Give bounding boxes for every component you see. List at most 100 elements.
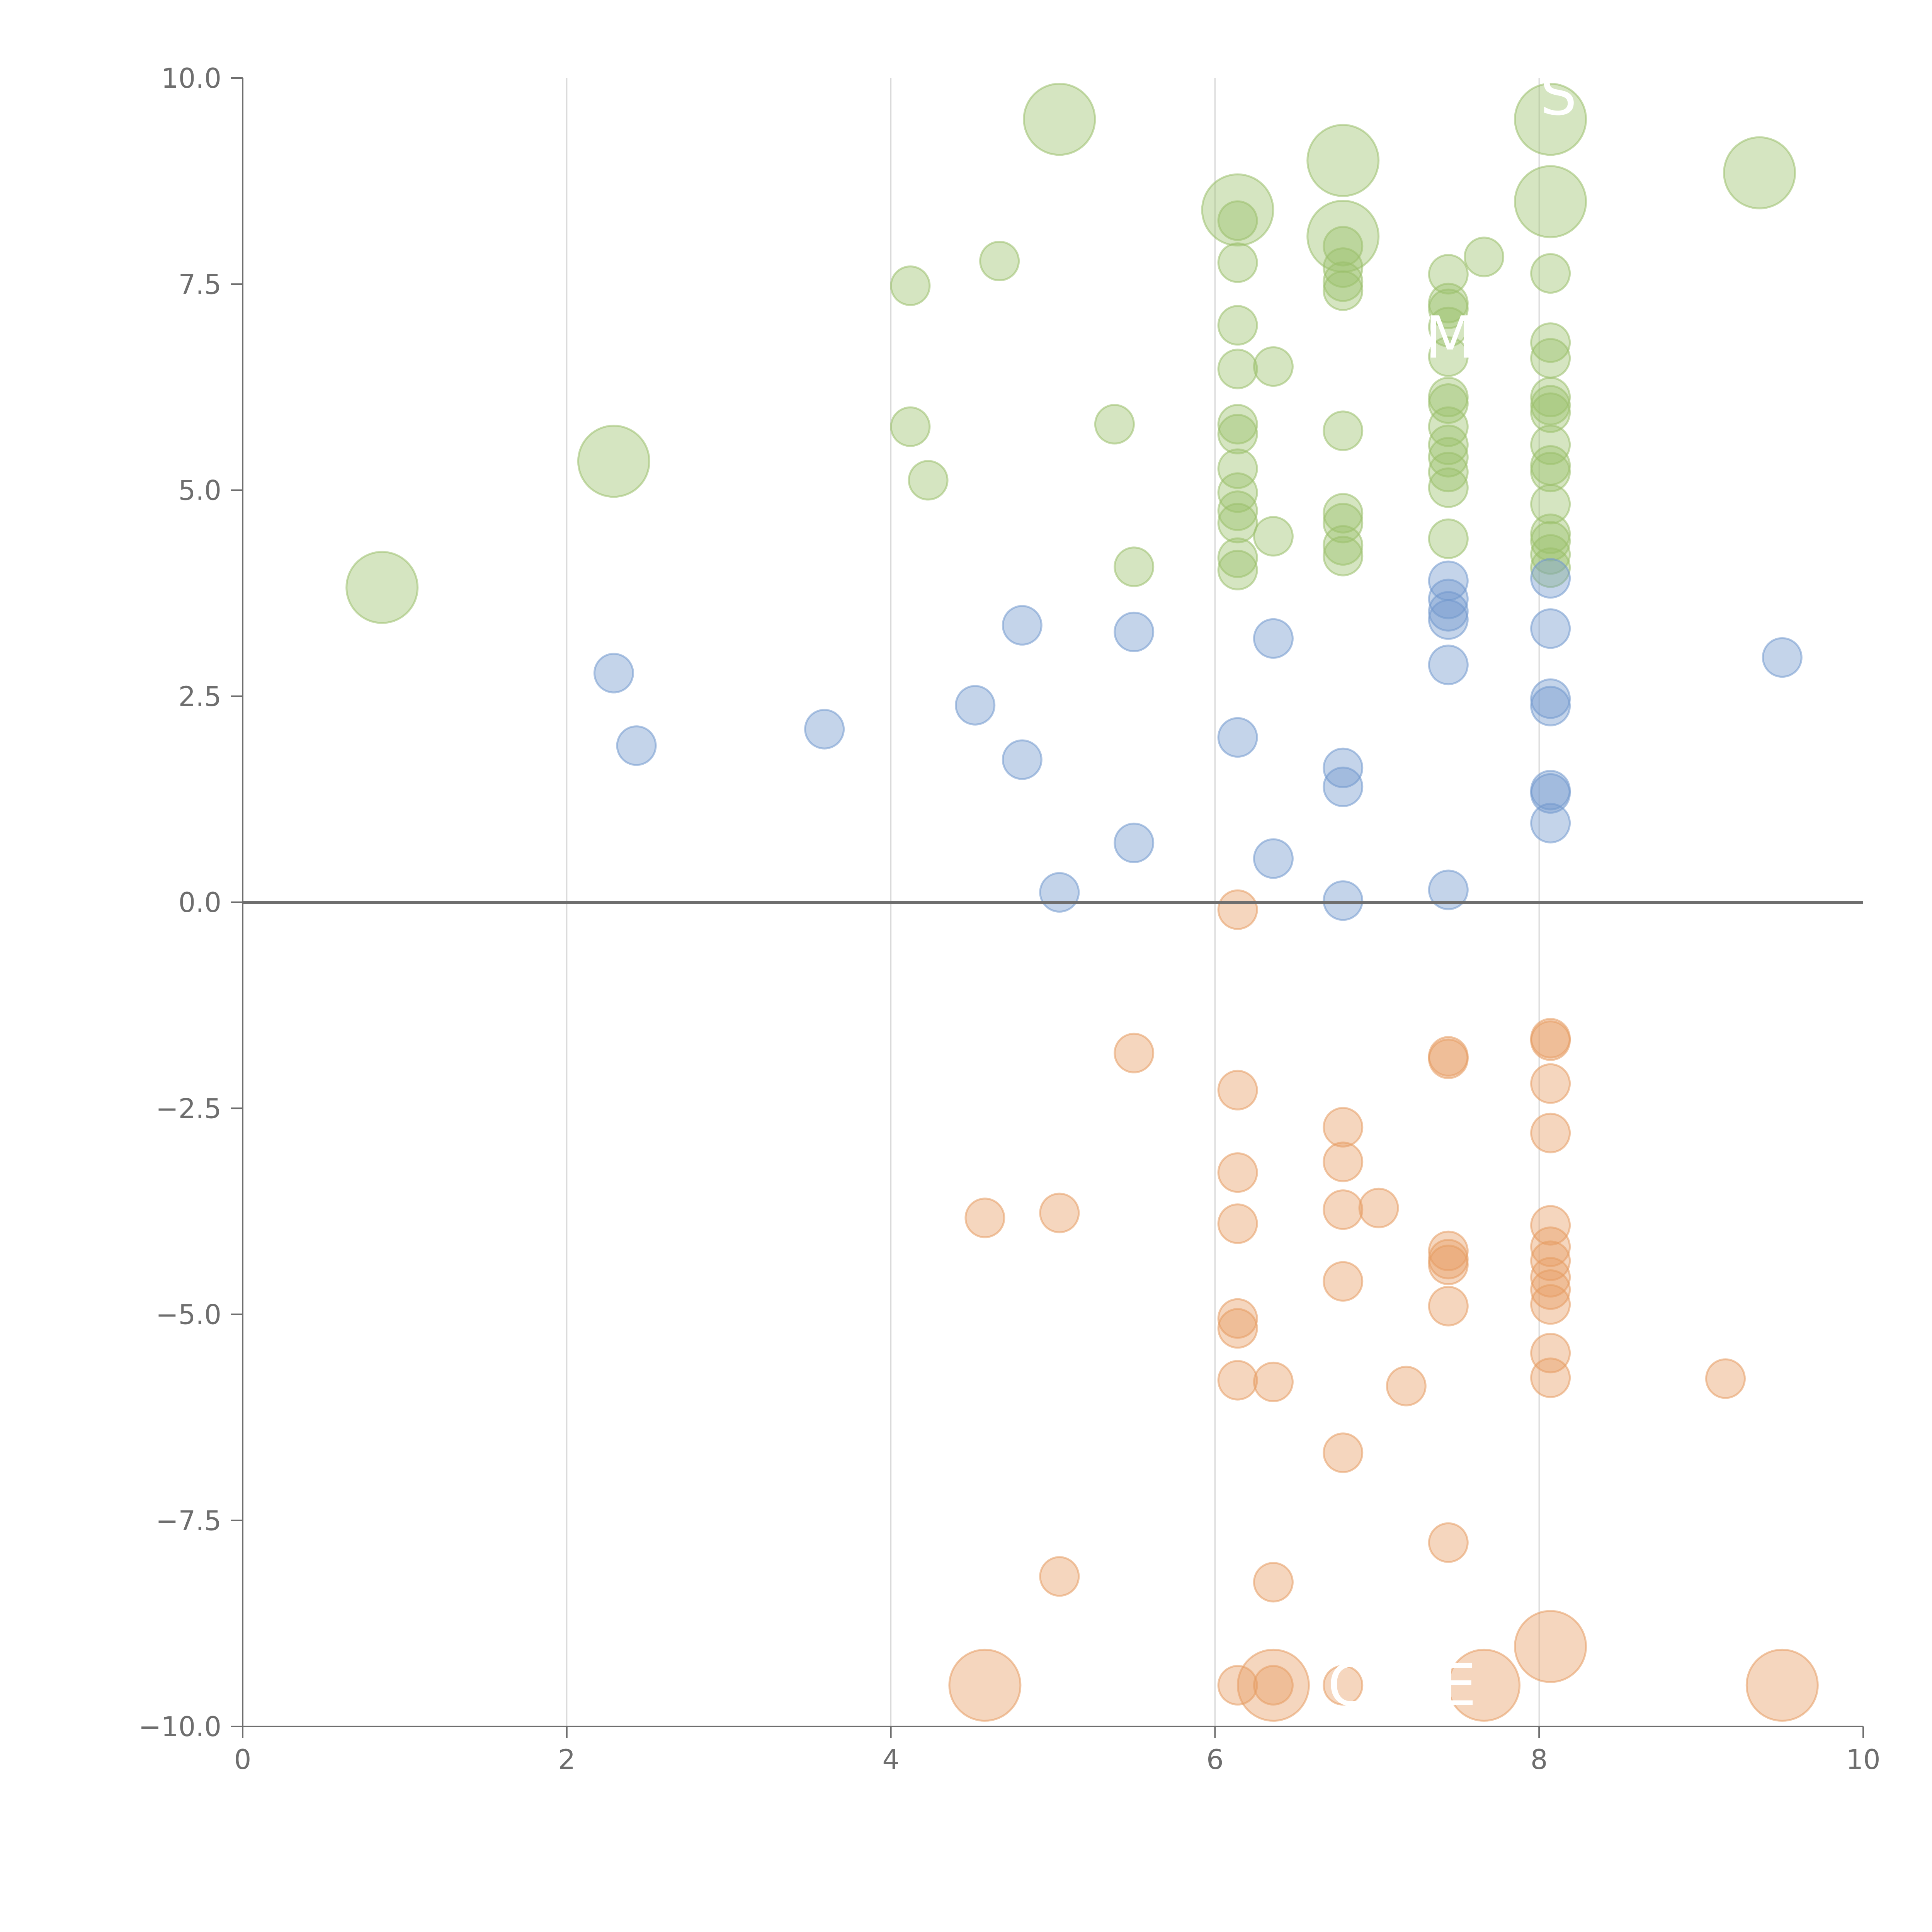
- point-green-22: [1217, 448, 1258, 489]
- point-blue-0: [593, 653, 634, 694]
- y-tick-label: 5.0: [179, 475, 221, 507]
- point-green-51: [1464, 236, 1505, 277]
- point-orange-4: [1745, 1648, 1819, 1722]
- point-green-37: [1323, 536, 1364, 577]
- point-blue-16: [1428, 578, 1469, 619]
- point-orange-38: [1530, 1112, 1571, 1153]
- point-orange-2: [1447, 1648, 1521, 1722]
- point-orange-5: [964, 1197, 1005, 1238]
- point-green-36: [1323, 525, 1364, 566]
- point-blue-1: [616, 725, 657, 766]
- point-orange-45: [1530, 1333, 1571, 1374]
- point-orange-6: [1039, 1192, 1080, 1233]
- point-green-19: [1253, 346, 1294, 387]
- point-green-14: [1114, 546, 1155, 587]
- point-green-53: [1530, 322, 1571, 363]
- point-orange-1: [1236, 1648, 1310, 1722]
- point-green-23: [1217, 472, 1258, 513]
- point-blue-24: [1530, 685, 1571, 726]
- point-green-8: [1723, 136, 1796, 209]
- x-tick-label: 0: [234, 1744, 252, 1776]
- overlay-label-S: S: [1540, 61, 1577, 128]
- point-green-38: [1428, 254, 1469, 295]
- point-orange-43: [1530, 1269, 1571, 1310]
- point-orange-10: [1217, 1070, 1258, 1111]
- point-orange-29: [1428, 1038, 1469, 1079]
- point-blue-10: [1253, 618, 1294, 659]
- point-green-45: [1428, 406, 1469, 447]
- point-blue-9: [1217, 717, 1258, 758]
- point-green-15: [1217, 200, 1258, 241]
- point-green-50: [1428, 518, 1469, 559]
- point-orange-9: [1217, 889, 1258, 930]
- point-green-60: [1530, 452, 1571, 493]
- point-blue-20: [1428, 869, 1469, 910]
- overlay-label-E: E: [1440, 1652, 1476, 1719]
- point-orange-34: [1428, 1522, 1469, 1563]
- point-green-47: [1428, 437, 1469, 478]
- point-orange-11: [1217, 1152, 1258, 1193]
- tick-labels: 0 2 4 6 8 10 10.0 7.5 5.0 2.5 0.0 −2.5 −5.0 −7.5 −10.0: [138, 63, 1880, 1776]
- x-tick-label: 8: [1531, 1744, 1548, 1776]
- point-green-20: [1217, 404, 1258, 445]
- point-orange-32: [1428, 1245, 1469, 1285]
- point-green-33: [1323, 410, 1364, 451]
- point-orange-0: [948, 1648, 1022, 1722]
- point-orange-7: [1039, 1556, 1080, 1597]
- y-tick-label: 7.5: [179, 269, 221, 300]
- overlay-labels: S M C E: [1328, 61, 1577, 1719]
- point-green-28: [1253, 516, 1294, 557]
- point-green-13: [1094, 404, 1135, 445]
- point-orange-15: [1217, 1360, 1258, 1401]
- point-blue-27: [1530, 803, 1571, 844]
- point-green-1: [577, 425, 650, 498]
- point-blue-26: [1530, 773, 1571, 814]
- point-blue-8: [1114, 822, 1155, 863]
- x-tick-label: 2: [558, 1744, 576, 1776]
- point-blue-4: [1002, 605, 1043, 646]
- point-green-2: [1023, 83, 1096, 156]
- point-blue-14: [1323, 880, 1364, 921]
- point-blue-3: [955, 685, 996, 726]
- point-orange-16: [1253, 1361, 1294, 1402]
- point-green-48: [1428, 452, 1469, 493]
- point-orange-47: [1705, 1358, 1746, 1399]
- point-green-24: [1217, 490, 1258, 531]
- point-green-29: [1323, 226, 1364, 267]
- x-tick-label: 4: [882, 1744, 900, 1776]
- point-orange-24: [1323, 1261, 1364, 1302]
- point-green-35: [1323, 503, 1364, 544]
- point-green-61: [1530, 484, 1571, 525]
- point-blue-6: [1039, 872, 1080, 913]
- overlay-label-M: M: [1425, 304, 1475, 372]
- point-blue-21: [1530, 558, 1571, 599]
- point-blue-5: [1002, 739, 1043, 780]
- point-green-52: [1530, 253, 1571, 294]
- point-blue-11: [1253, 838, 1294, 879]
- point-orange-36: [1530, 1020, 1571, 1061]
- point-orange-8: [1114, 1032, 1155, 1073]
- point-green-18: [1217, 349, 1258, 389]
- point-green-17: [1217, 305, 1258, 346]
- point-orange-30: [1428, 1230, 1469, 1271]
- point-orange-37: [1530, 1063, 1571, 1104]
- point-orange-18: [1253, 1665, 1294, 1706]
- point-green-49: [1428, 467, 1469, 508]
- point-blue-7: [1114, 611, 1155, 652]
- point-green-40: [1428, 288, 1469, 329]
- point-orange-12: [1217, 1203, 1258, 1244]
- point-blue-28: [1762, 637, 1803, 678]
- point-green-34: [1323, 493, 1364, 534]
- point-orange-14: [1217, 1308, 1258, 1349]
- point-green-7: [1514, 165, 1587, 238]
- y-tick-label: −5.0: [156, 1299, 221, 1331]
- point-orange-13: [1217, 1298, 1258, 1339]
- point-green-0: [345, 551, 419, 624]
- overlay-label-C: C: [1328, 1652, 1368, 1719]
- point-orange-25: [1323, 1432, 1364, 1473]
- point-green-11: [890, 406, 931, 447]
- point-green-64: [1530, 534, 1571, 575]
- point-orange-21: [1323, 1141, 1364, 1182]
- point-green-41: [1428, 306, 1469, 347]
- point-orange-27: [1386, 1366, 1427, 1406]
